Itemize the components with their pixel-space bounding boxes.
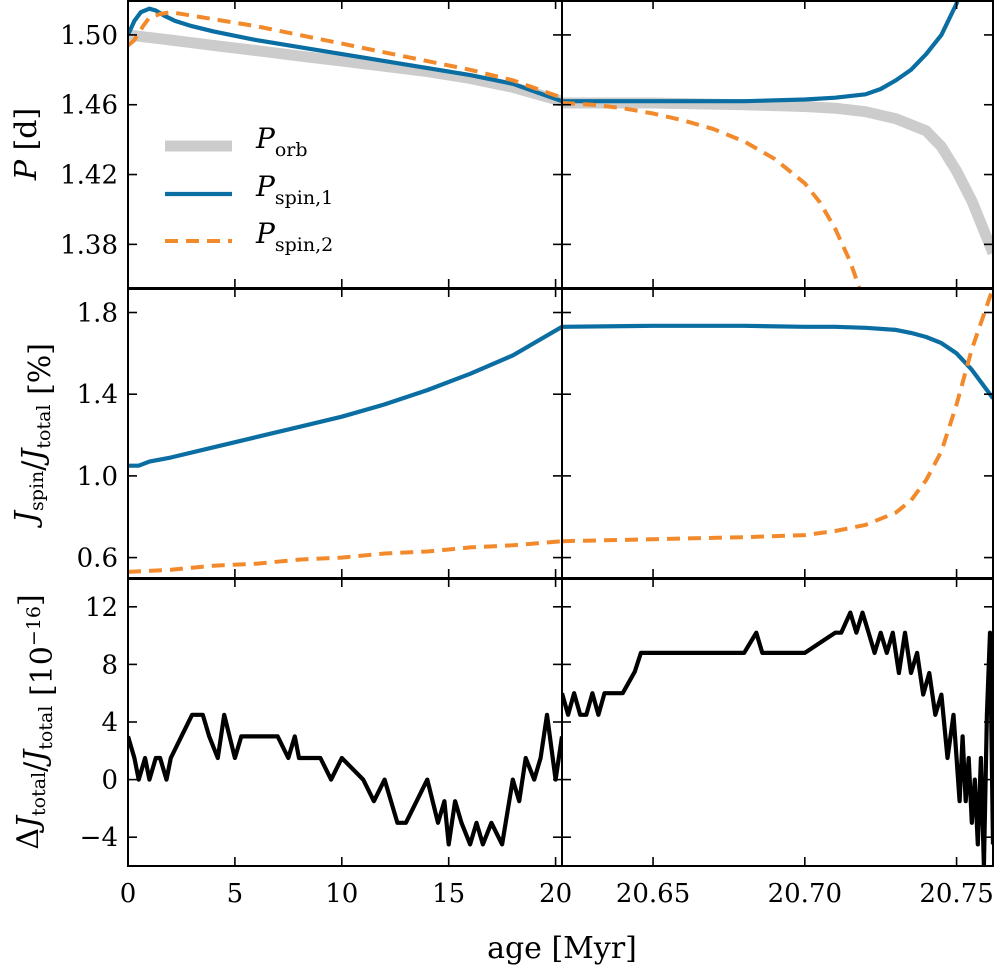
panel-bottom-right [562, 610, 993, 866]
panel-frame [561, 0, 994, 289]
series-line-spin2 [562, 101, 862, 288]
x-tick-label: 20.70 [768, 879, 842, 909]
y-tick-label: 1.46 [60, 91, 118, 121]
x-tick-label: 5 [227, 879, 244, 909]
y-tick-label: 1.4 [77, 380, 118, 410]
y-tick-label: 1.8 [77, 299, 118, 329]
y-tick-label: 8 [101, 650, 118, 680]
series-line-delta [128, 712, 562, 847]
y-tick-label: 0.6 [77, 544, 118, 574]
panel-middle-left [128, 324, 562, 574]
series-line-spin2 [562, 288, 993, 544]
legend: Porb Pspin,1 Pspin,2 [165, 122, 333, 256]
series-line-spin1 [128, 324, 562, 468]
y-tick-label: 0 [101, 766, 118, 796]
legend-label-spin2: Pspin,2 [255, 217, 333, 256]
series-line-orb [128, 29, 562, 107]
panel-frame [127, 578, 563, 867]
panel-bottom-left [128, 712, 562, 847]
legend-label-orb: Porb [255, 122, 308, 161]
x-axis-label: age [Myr] [487, 931, 637, 966]
y-tick-label: 4 [101, 708, 118, 738]
x-tick-label: 15 [432, 879, 465, 909]
series-line-spin2 [128, 10, 562, 100]
series-line-orb [562, 97, 993, 256]
panel-middle-right [562, 288, 993, 544]
x-tick-label: 10 [325, 879, 358, 909]
series-line-spin1 [128, 6, 562, 104]
y-tick-label: 1.38 [60, 230, 118, 260]
y-axis-label: ΔJtotal/Jtotal [10−16] [11, 594, 60, 849]
series-line-spin1 [562, 0, 960, 104]
series-line-spin2 [128, 539, 562, 574]
y-axis-label: Jspin/Jtotal [%] [9, 343, 58, 529]
plot-area [128, 0, 993, 866]
x-tick-label: 0 [120, 879, 137, 909]
panel-top-left [128, 6, 562, 107]
y-tick-label: 1.50 [60, 21, 118, 51]
y-tick-label: −4 [80, 823, 118, 853]
y-tick-label: 1.0 [77, 462, 118, 492]
x-tick-label: 20 [539, 879, 572, 909]
y-tick-label: 1.42 [60, 161, 118, 191]
series-line-spin1 [562, 323, 993, 400]
y-axis-label: P [d] [9, 108, 44, 181]
x-tick-label: 20.65 [616, 879, 690, 909]
panel-frame [561, 578, 994, 867]
series-line-delta [562, 610, 993, 866]
legend-label-spin1: Pspin,1 [255, 170, 333, 209]
x-tick-label: 20.75 [919, 879, 993, 909]
panel-top-right [562, 0, 993, 288]
panel-frame [127, 288, 563, 579]
y-tick-label: 12 [85, 593, 118, 623]
